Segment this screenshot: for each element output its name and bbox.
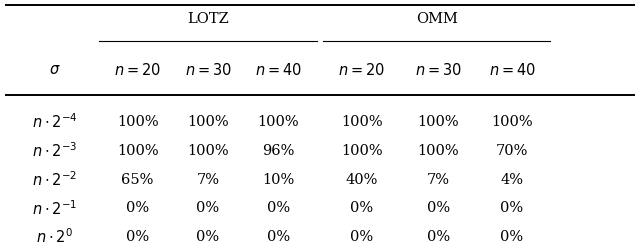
Text: 0%: 0% (267, 230, 290, 244)
Text: 0%: 0% (126, 201, 149, 215)
Text: LOTZ: LOTZ (187, 12, 229, 26)
Text: $n \cdot 2^{0}$: $n \cdot 2^{0}$ (36, 228, 73, 247)
Text: 100%: 100% (417, 144, 460, 158)
Text: $n = 40$: $n = 40$ (255, 62, 302, 78)
Text: 7%: 7% (427, 173, 450, 187)
Text: 100%: 100% (187, 115, 229, 129)
Text: 0%: 0% (350, 201, 373, 215)
Text: $n \cdot 2^{-4}$: $n \cdot 2^{-4}$ (31, 113, 77, 131)
Text: 0%: 0% (126, 230, 149, 244)
Text: 0%: 0% (267, 201, 290, 215)
Text: 70%: 70% (496, 144, 528, 158)
Text: 4%: 4% (500, 173, 524, 187)
Text: 0%: 0% (196, 201, 220, 215)
Text: 0%: 0% (350, 230, 373, 244)
Text: 100%: 100% (340, 144, 383, 158)
Text: 40%: 40% (346, 173, 378, 187)
Text: 100%: 100% (340, 115, 383, 129)
Text: $n \cdot 2^{-2}$: $n \cdot 2^{-2}$ (32, 170, 77, 189)
Text: $\sigma$: $\sigma$ (49, 63, 60, 77)
Text: 100%: 100% (417, 115, 460, 129)
Text: OMM: OMM (416, 12, 458, 26)
Text: 65%: 65% (122, 173, 154, 187)
Text: 100%: 100% (116, 144, 159, 158)
Text: $n \cdot 2^{-3}$: $n \cdot 2^{-3}$ (32, 141, 77, 160)
Text: 0%: 0% (427, 230, 450, 244)
Text: 100%: 100% (257, 115, 300, 129)
Text: $n = 30$: $n = 30$ (184, 62, 232, 78)
Text: 100%: 100% (187, 144, 229, 158)
Text: $n = 40$: $n = 40$ (488, 62, 536, 78)
Text: 0%: 0% (427, 201, 450, 215)
Text: $n = 20$: $n = 20$ (338, 62, 385, 78)
Text: 0%: 0% (500, 201, 524, 215)
Text: 10%: 10% (262, 173, 294, 187)
Text: $n = 30$: $n = 30$ (415, 62, 462, 78)
Text: 0%: 0% (196, 230, 220, 244)
Text: 100%: 100% (491, 115, 533, 129)
Text: 0%: 0% (500, 230, 524, 244)
Text: $n \cdot 2^{-1}$: $n \cdot 2^{-1}$ (32, 199, 77, 218)
Text: 96%: 96% (262, 144, 294, 158)
Text: 100%: 100% (116, 115, 159, 129)
Text: $n = 20$: $n = 20$ (114, 62, 161, 78)
Text: 7%: 7% (196, 173, 220, 187)
